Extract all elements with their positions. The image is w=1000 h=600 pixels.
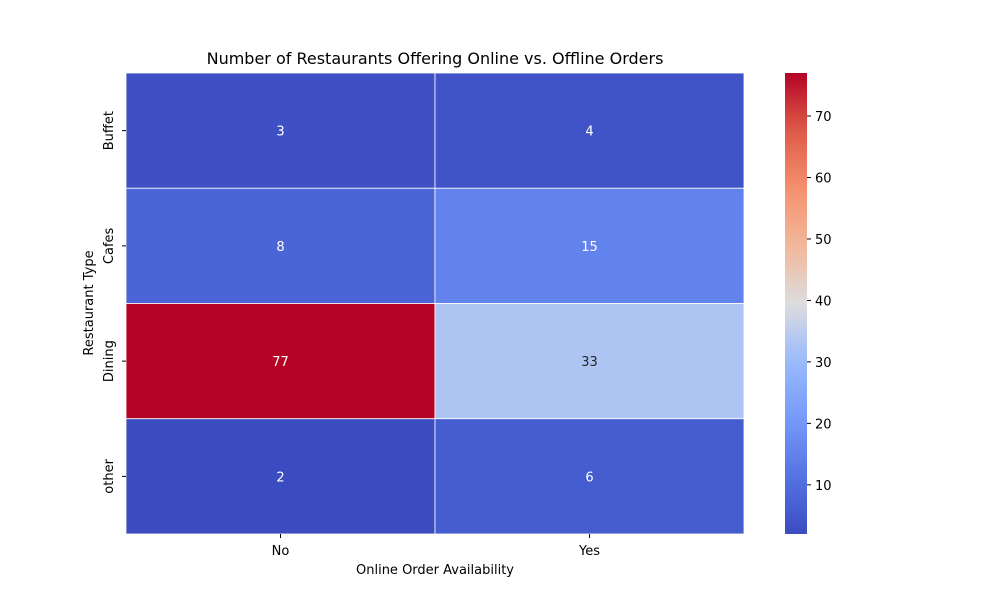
colorbar-tick-label: 30 — [815, 356, 832, 371]
colorbar-tick-label: 70 — [815, 110, 832, 125]
y-axis-ticks: Buffet Cafes Dining other — [102, 111, 126, 494]
heatmap-cell — [125, 418, 436, 535]
y-tick-label: other — [102, 458, 117, 493]
heatmap-cell — [434, 418, 745, 535]
chart-title: Number of Restaurants Offering Online vs… — [207, 49, 664, 68]
x-axis-ticks: No Yes — [272, 534, 600, 559]
cell-value-label: 6 — [585, 470, 593, 485]
heatmap-cell — [125, 72, 436, 189]
y-tick-label: Cafes — [102, 227, 117, 264]
cell-value-label: 4 — [585, 125, 593, 140]
heatmap-cell — [434, 187, 745, 304]
heatmap-cell — [125, 187, 436, 304]
heatmap-cell — [434, 303, 745, 420]
colorbar-tick-label: 20 — [815, 417, 832, 432]
y-tick-label: Dining — [102, 340, 117, 382]
colorbar: 10 20 30 40 50 60 70 — [785, 73, 832, 534]
x-tick-label: No — [272, 544, 290, 559]
x-axis-title: Online Order Availability — [356, 563, 514, 578]
colorbar-tick-label: 60 — [815, 171, 832, 186]
heatmap-cell — [125, 303, 436, 420]
x-tick-label: Yes — [578, 544, 600, 559]
cell-value-label: 33 — [581, 355, 598, 370]
cell-value-label: 8 — [276, 240, 284, 255]
cell-value-label: 3 — [276, 125, 284, 140]
colorbar-tick-label: 40 — [815, 294, 832, 309]
heatmap-cell — [434, 72, 745, 189]
cell-value-label: 2 — [276, 470, 284, 485]
cell-value-label: 15 — [581, 240, 598, 255]
colorbar-tick-label: 10 — [815, 479, 832, 494]
heatmap-cells: 3 4 8 15 77 33 2 6 — [125, 72, 745, 535]
cell-value-label: 77 — [272, 355, 289, 370]
y-tick-label: Buffet — [102, 111, 117, 150]
colorbar-gradient — [785, 73, 807, 534]
colorbar-tick-label: 50 — [815, 233, 832, 248]
y-axis-title: Restaurant Type — [82, 250, 97, 355]
